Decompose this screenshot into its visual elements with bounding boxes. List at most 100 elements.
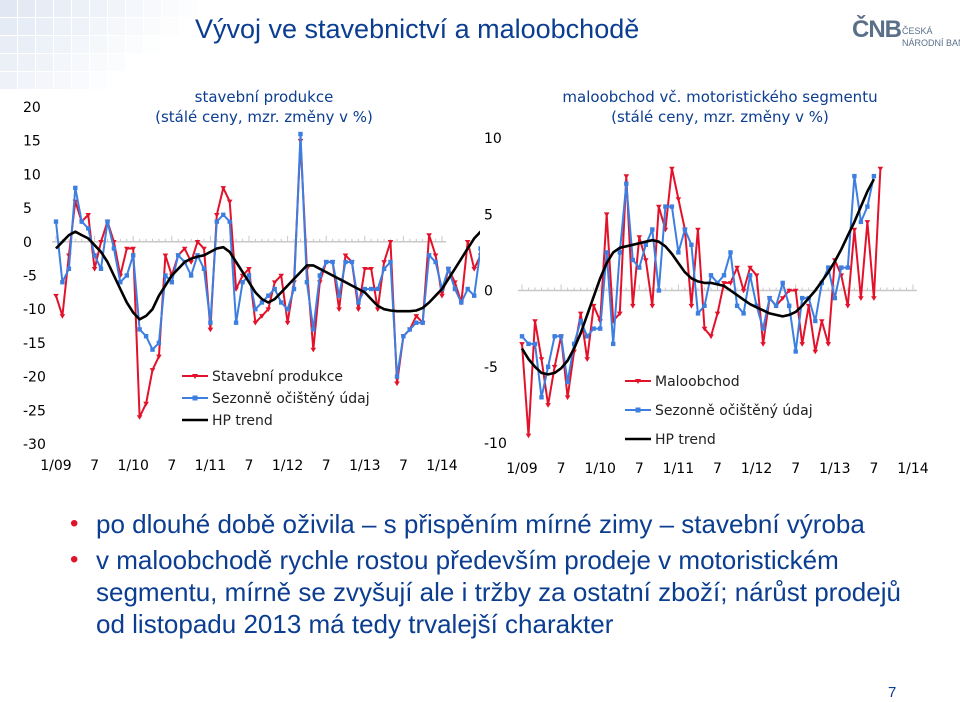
deco-grid-cell (144, 0, 161, 17)
data-point (839, 265, 844, 270)
y-tick-label: 20 (23, 100, 41, 116)
data-point (708, 334, 714, 340)
cnb-logo: ČNB ČESKÁ NÁRODNÍ BANKA (852, 16, 960, 58)
data-point (649, 303, 656, 309)
data-point (124, 246, 130, 252)
deco-grid-cell (144, 36, 161, 53)
deco-grid-cell (54, 36, 71, 53)
data-point (98, 266, 104, 271)
data-point (143, 334, 149, 339)
data-point (526, 341, 531, 347)
y-tick-label: 15 (23, 134, 41, 150)
chart-title: stavební produkce (195, 88, 334, 106)
y-tick-label: 0 (484, 284, 493, 300)
x-tick-label: 1/09 (506, 461, 537, 477)
bullet-item: • po dlouhé době oživila – s přispěním m… (70, 508, 930, 540)
data-point (813, 318, 818, 324)
deco-grid-cell (90, 72, 107, 89)
legend-label: HP trend (655, 432, 716, 448)
data-point (214, 213, 220, 218)
data-point (304, 280, 310, 285)
data-point (799, 342, 805, 347)
deco-grid-cell (90, 54, 107, 71)
data-point (471, 267, 477, 272)
x-tick-label: 7 (90, 458, 99, 474)
data-point (663, 204, 668, 209)
data-point (571, 341, 577, 347)
logo-mark: ČNB (852, 16, 902, 43)
data-point (617, 250, 622, 255)
deco-grid-cell (108, 0, 125, 17)
data-point (525, 433, 532, 439)
chart-title: maloobchod vč. motoristického segmentu (562, 88, 877, 106)
data-point (156, 340, 162, 346)
data-point (426, 233, 432, 238)
data-point (362, 286, 367, 292)
data-point (636, 235, 643, 240)
data-point (188, 273, 194, 278)
data-point (603, 212, 610, 218)
data-point (643, 242, 648, 247)
data-point (252, 320, 259, 326)
y-tick-label: -5 (484, 360, 498, 376)
x-tick-label: 1/10 (117, 458, 148, 474)
series-line (521, 175, 875, 399)
data-point (564, 395, 571, 401)
data-point (695, 227, 701, 233)
deco-grid-cell (18, 0, 35, 17)
data-point (459, 300, 464, 305)
data-point (330, 259, 335, 265)
data-point (375, 286, 380, 292)
deco-grid-cell (90, 0, 107, 17)
legend-marker (635, 379, 641, 384)
data-point (682, 227, 688, 232)
x-tick-label: 7 (245, 458, 254, 474)
deco-grid-cell (162, 0, 179, 17)
data-point (342, 253, 349, 259)
deco-grid-cell (72, 0, 89, 17)
data-point (577, 311, 584, 317)
data-point (298, 131, 303, 137)
deco-grid-cell (36, 36, 53, 53)
data-point (689, 242, 694, 247)
data-point (60, 280, 65, 285)
data-point (800, 295, 805, 301)
data-point (845, 265, 850, 270)
data-point (92, 253, 97, 258)
data-point (149, 368, 156, 373)
deco-grid-cell (90, 36, 107, 53)
deco-grid-cell (0, 72, 17, 89)
data-point (394, 374, 400, 379)
bullet-text: po dlouhé době oživila – s přispěním mír… (96, 509, 865, 539)
data-point (111, 246, 117, 251)
data-point (747, 273, 753, 278)
decorative-grid (0, 0, 197, 89)
x-tick-label: 1/13 (819, 461, 850, 477)
data-point (201, 266, 207, 271)
x-tick-label: 1/14 (426, 458, 458, 474)
data-point (130, 246, 136, 252)
x-tick-label: 7 (399, 458, 408, 474)
bullet-item: • v maloobchodě rychle rostou především … (70, 544, 930, 640)
page-number: 7 (888, 684, 897, 701)
data-point (792, 288, 799, 294)
deco-grid-cell (54, 72, 71, 89)
data-point (734, 265, 740, 271)
data-point (124, 273, 129, 278)
data-point (708, 273, 714, 278)
data-point (832, 295, 837, 301)
slide-title: Vývoj ve stavebnictví a maloobchodě (195, 14, 640, 44)
data-point (420, 320, 425, 325)
data-point (439, 293, 445, 299)
deco-grid-cell (162, 18, 179, 35)
chart-retail: maloobchod vč. motoristického segmentu (s… (484, 88, 929, 477)
data-point (446, 266, 451, 271)
data-point (753, 273, 760, 279)
data-point (79, 219, 84, 224)
deco-grid-cell (90, 18, 107, 35)
data-point (538, 357, 545, 362)
data-point (86, 226, 91, 231)
data-point (214, 219, 219, 224)
y-tick-label: -20 (23, 370, 46, 386)
data-point (188, 260, 194, 265)
